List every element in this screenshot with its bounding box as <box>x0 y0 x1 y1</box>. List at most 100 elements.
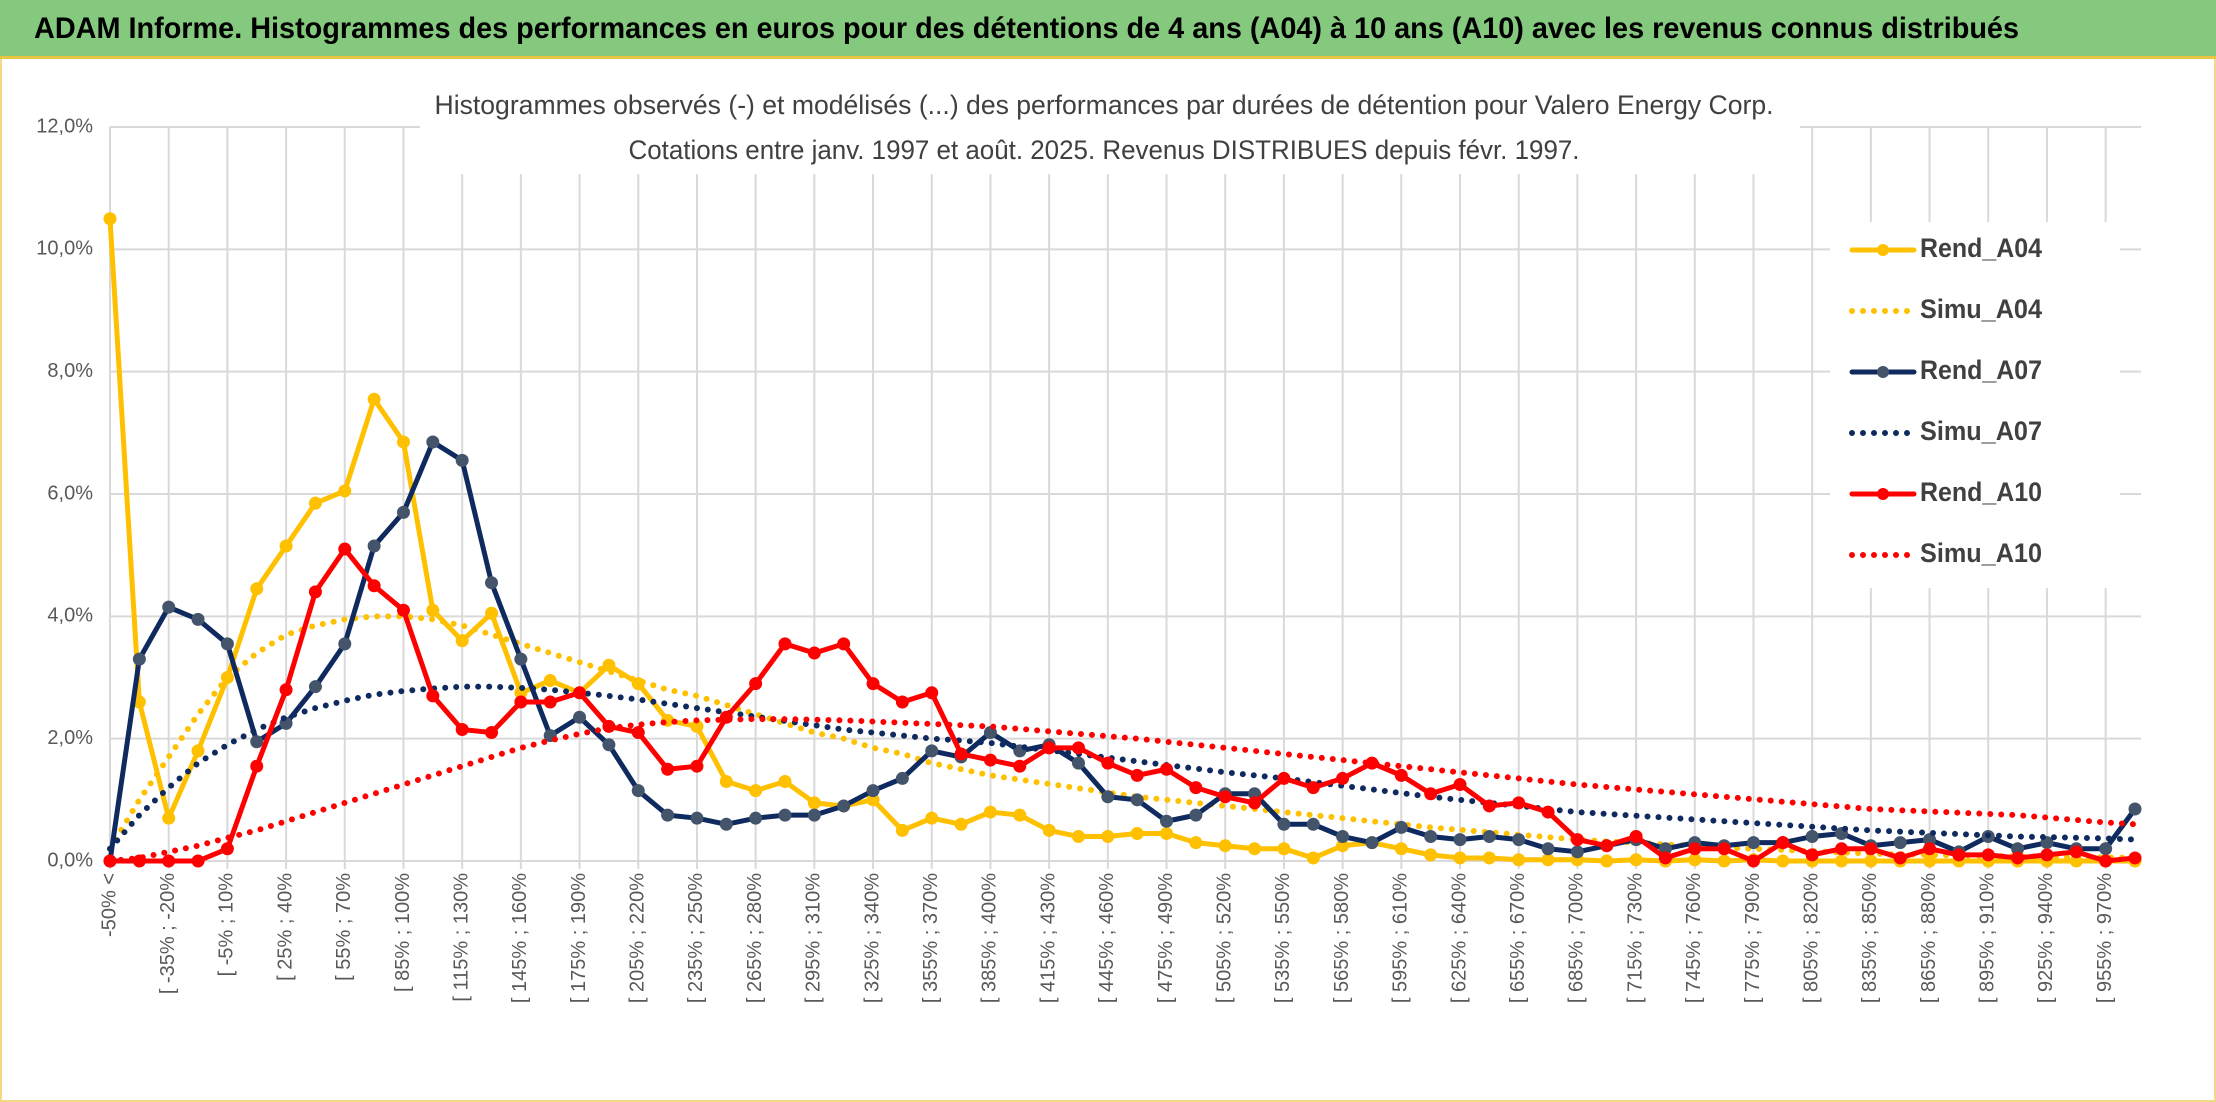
point <box>1394 768 1408 782</box>
point <box>661 808 675 822</box>
point <box>1570 845 1584 859</box>
title-bar-edge <box>0 56 2216 59</box>
point <box>367 579 381 593</box>
y-tick-label: 10,0% <box>36 238 93 260</box>
point <box>1512 853 1526 867</box>
chart-title-background <box>420 84 1800 174</box>
point <box>396 505 410 519</box>
point <box>1277 842 1291 856</box>
point <box>396 603 410 617</box>
point <box>1424 848 1438 862</box>
legend-label: Rend_A04 <box>1920 233 2042 263</box>
point <box>367 539 381 553</box>
point <box>338 637 352 651</box>
point <box>1717 854 1731 868</box>
point <box>1336 771 1350 785</box>
x-tick-label: [ 55% ; 70% <box>333 873 355 981</box>
point <box>338 542 352 556</box>
point <box>1688 842 1702 856</box>
point <box>543 695 557 709</box>
point <box>1512 796 1526 810</box>
y-tick-label: 2,0% <box>47 727 93 749</box>
point <box>308 496 322 510</box>
x-tick-label: [ 925% ; 940% <box>2035 873 2057 1003</box>
point <box>1101 830 1115 844</box>
point <box>631 726 645 740</box>
point <box>220 637 234 651</box>
point <box>925 686 939 700</box>
chart-title: Histogrammes observés (-) et modélisés (… <box>435 90 1774 120</box>
x-tick-label: [ 955% ; 970% <box>2094 873 2116 1003</box>
point <box>1277 817 1291 831</box>
point <box>778 808 792 822</box>
point <box>1248 796 1262 810</box>
x-tick-label: [ 175% ; 190% <box>568 873 590 1003</box>
grid: 0,0% 2,0% 4,0% 6,0% 8,0% 10,0% 12,0% -50% < [ -3… <box>36 115 2141 1003</box>
observed-line <box>107 216 2138 864</box>
point <box>1218 790 1232 804</box>
point <box>1160 814 1174 828</box>
point <box>1306 817 1320 831</box>
point <box>1365 836 1379 850</box>
legend-marker <box>1877 366 1889 378</box>
point <box>1629 830 1643 844</box>
point <box>1189 836 1203 850</box>
point <box>807 646 821 660</box>
point <box>1893 836 1907 850</box>
point <box>1835 842 1849 856</box>
point <box>631 784 645 798</box>
point <box>485 576 499 590</box>
x-tick-label: [ 355% ; 370% <box>920 873 942 1003</box>
x-tick-label: [ 715% ; 730% <box>1624 873 1646 1003</box>
point <box>983 805 997 819</box>
point <box>1071 756 1085 770</box>
point <box>1541 853 1555 867</box>
point <box>279 683 293 697</box>
point <box>2099 842 2113 856</box>
point <box>1101 756 1115 770</box>
point <box>162 600 176 614</box>
page-title: ADAM Informe. Histogrammes des performan… <box>34 12 2019 45</box>
point <box>250 735 264 749</box>
x-tick-label: [ 595% ; 610% <box>1390 873 1412 1003</box>
point <box>983 753 997 767</box>
point <box>162 854 176 868</box>
point <box>1453 833 1467 847</box>
x-tick-label: [ 415% ; 430% <box>1037 873 1059 1003</box>
point <box>250 582 264 596</box>
legend-marker <box>1877 244 1889 256</box>
legend: Rend_A04 Simu_A04 Rend_A07 Simu_A07 Rend_A10… <box>1849 233 2042 568</box>
point <box>2128 851 2142 865</box>
point <box>1130 793 1144 807</box>
point <box>1864 842 1878 856</box>
point <box>514 695 528 709</box>
x-tick-label: [ 265% ; 280% <box>744 873 766 1003</box>
point <box>1746 836 1760 850</box>
point <box>191 854 205 868</box>
point <box>1277 771 1291 785</box>
x-tick-label: [ -35% ; -20% <box>157 873 179 994</box>
x-tick-label: [ 745% ; 760% <box>1683 873 1705 1003</box>
point <box>1482 799 1496 813</box>
x-tick-label: [ 85% ; 100% <box>392 873 414 992</box>
point <box>250 759 264 773</box>
point <box>1160 762 1174 776</box>
x-tick-label: [ 295% ; 310% <box>803 873 825 1003</box>
point <box>426 435 440 449</box>
x-tick-label: [ 655% ; 670% <box>1507 873 1529 1003</box>
point <box>426 603 440 617</box>
point <box>602 658 616 672</box>
point <box>514 652 528 666</box>
point <box>925 811 939 825</box>
point <box>1013 759 1027 773</box>
observed-line <box>107 439 2138 864</box>
point <box>455 453 469 467</box>
y-tick-label: 0,0% <box>47 849 93 871</box>
point <box>573 710 587 724</box>
point <box>719 774 733 788</box>
x-tick-label: [ 835% ; 850% <box>1859 873 1881 1003</box>
point <box>1424 787 1438 801</box>
point <box>1541 805 1555 819</box>
x-tick-label: [ 115% ; 130% <box>450 873 472 1002</box>
